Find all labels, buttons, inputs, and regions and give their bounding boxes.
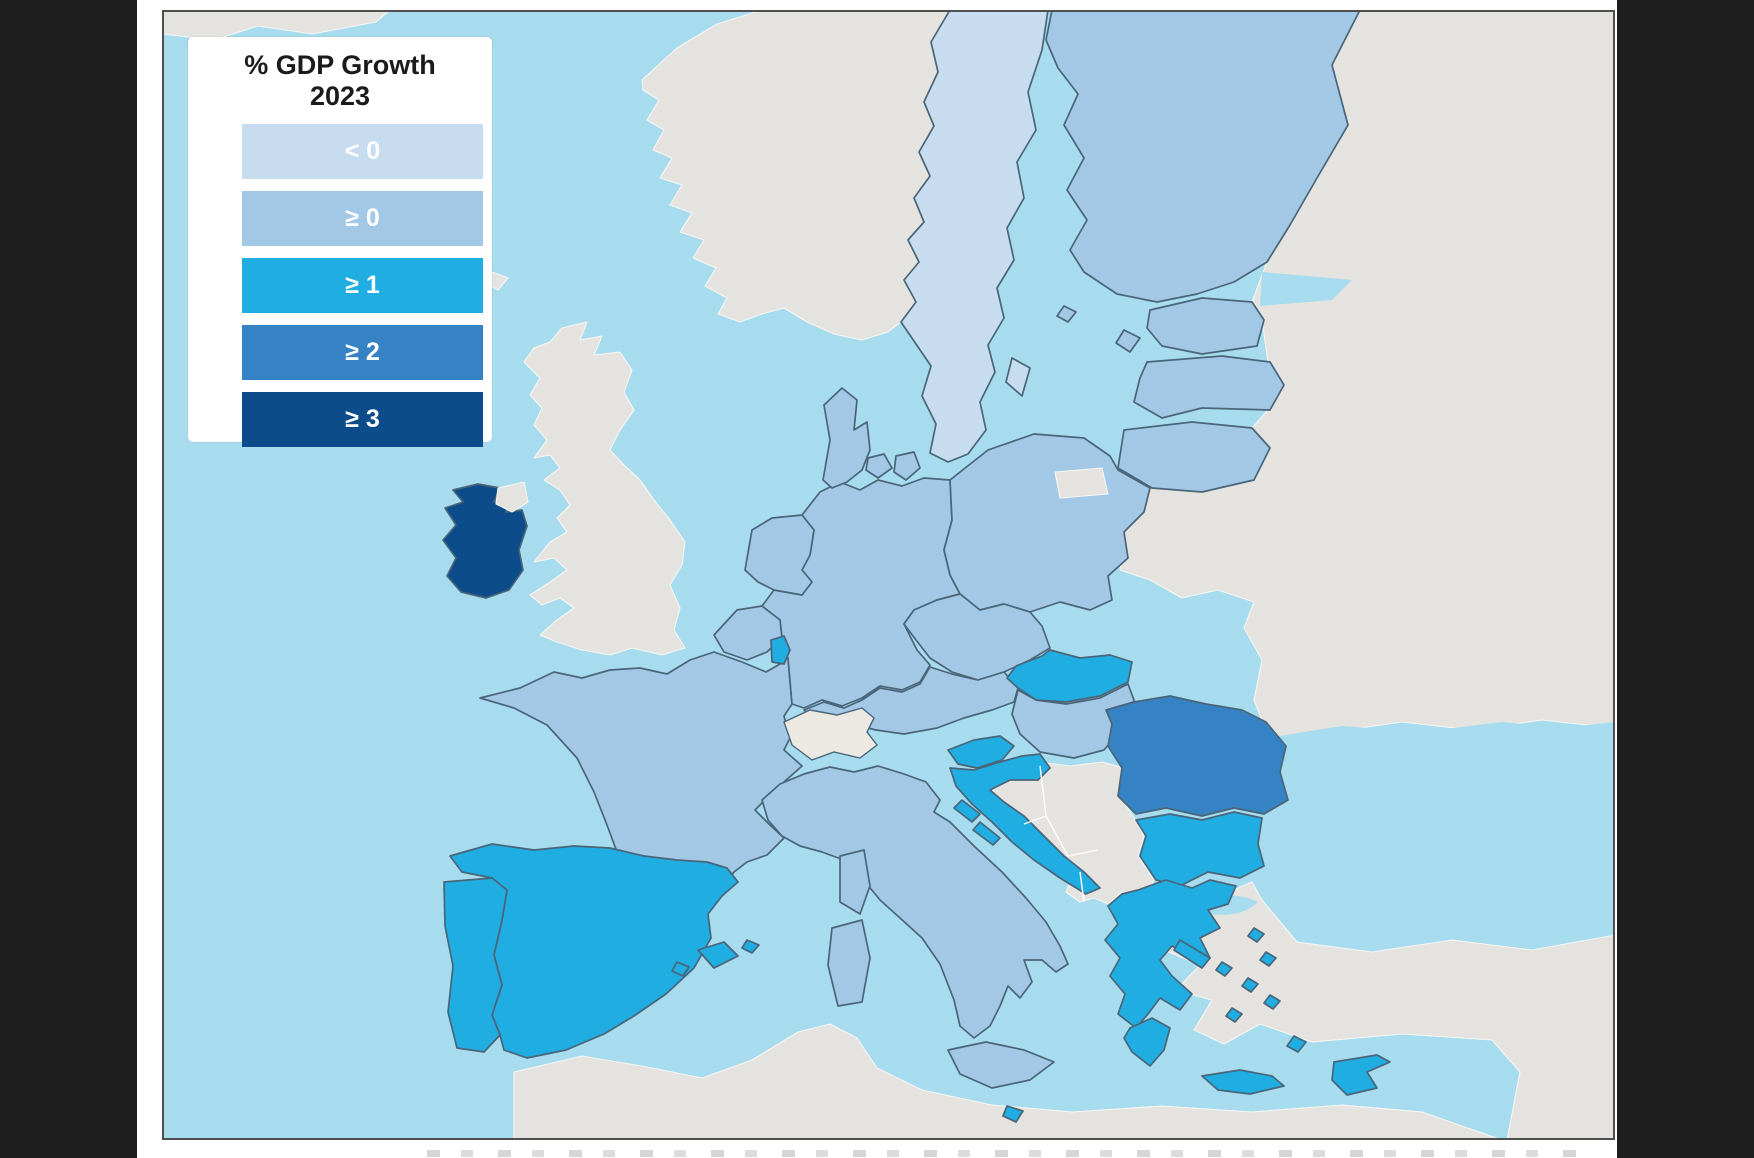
country-cyprus xyxy=(1331,1054,1391,1096)
island-corsica xyxy=(839,849,871,915)
croatia-islands-1 xyxy=(953,799,981,823)
country-romania xyxy=(1105,695,1289,817)
country-portugal xyxy=(443,877,508,1053)
country-greece-peloponnese xyxy=(1123,1017,1171,1067)
country-netherlands xyxy=(744,514,815,596)
country-estonia xyxy=(1146,297,1265,355)
island-crete xyxy=(1201,1069,1285,1095)
legend-swatch-lt0: < 0 xyxy=(242,124,483,179)
balkan-border-3 xyxy=(1067,849,1099,857)
left-black-band xyxy=(0,0,137,1158)
legend-label-ge0: ≥ 0 xyxy=(345,204,380,232)
country-malta xyxy=(1002,1105,1024,1123)
legend-label-lt0: < 0 xyxy=(344,137,381,165)
balkan-border-2 xyxy=(1023,815,1047,825)
region-northern-ireland xyxy=(495,481,529,513)
country-denmark-funen xyxy=(865,453,893,479)
country-slovakia xyxy=(1006,649,1133,703)
bottom-cutoff-text-marks xyxy=(427,1150,1597,1157)
aegean-island-6 xyxy=(1225,1007,1243,1023)
legend-swatch-ge3: ≥ 3 xyxy=(242,392,483,447)
region-united-kingdom xyxy=(523,321,686,656)
country-slovenia xyxy=(947,735,1015,769)
balkan-border-4 xyxy=(1079,871,1085,903)
right-black-band xyxy=(1617,0,1754,1158)
country-lithuania xyxy=(1117,421,1271,493)
legend-label-ge1: ≥ 1 xyxy=(345,271,380,299)
island-sicily xyxy=(947,1041,1055,1089)
country-sweden-gotland xyxy=(1005,357,1031,397)
island-euboea xyxy=(1173,939,1211,969)
aegean-island-4 xyxy=(1241,977,1259,993)
gulf-of-finland xyxy=(1260,272,1352,306)
country-luxembourg xyxy=(770,635,791,665)
country-sweden xyxy=(900,10,1049,463)
legend-swatch-ge2: ≥ 2 xyxy=(242,325,483,380)
map-frame-border xyxy=(162,10,1615,1140)
europe-choropleth-map: % GDP Growth 2023 < 0 ≥ 0 ≥ 1 ≥ 2 ≥ 3 xyxy=(162,10,1615,1140)
aegean-island-2 xyxy=(1247,927,1265,943)
country-denmark xyxy=(822,387,871,489)
country-finland xyxy=(1045,10,1361,303)
legend-swatch-ge1: ≥ 1 xyxy=(242,258,483,313)
aegean-island-5 xyxy=(1263,994,1281,1010)
aegean-island-1 xyxy=(1215,961,1233,977)
region-kaliningrad xyxy=(1054,467,1109,499)
country-estonia-saaremaa xyxy=(1115,329,1141,353)
country-czechia xyxy=(903,593,1051,681)
island-rhodes xyxy=(1286,1035,1307,1053)
country-latvia xyxy=(1133,355,1285,419)
legend-label-ge2: ≥ 2 xyxy=(345,338,380,366)
legend-box: % GDP Growth 2023 < 0 ≥ 0 ≥ 1 ≥ 2 ≥ 3 xyxy=(188,37,492,447)
document-page: % GDP Growth 2023 < 0 ≥ 0 ≥ 1 ≥ 2 ≥ 3 xyxy=(137,0,1617,1158)
region-switzerland xyxy=(783,707,878,761)
map-svg xyxy=(162,10,1615,1140)
country-finland-aland xyxy=(1056,305,1077,323)
region-north-africa xyxy=(513,1023,1503,1140)
legend-swatch-ge0: ≥ 0 xyxy=(242,191,483,246)
country-denmark-zealand xyxy=(893,451,921,481)
legend-title: % GDP Growth 2023 xyxy=(188,37,492,112)
legend-label-ge3: ≥ 3 xyxy=(345,405,380,433)
island-ibiza xyxy=(671,961,690,977)
country-greece xyxy=(1104,879,1237,1029)
croatia-islands-2 xyxy=(972,821,1001,846)
aegean-island-3 xyxy=(1259,951,1277,967)
legend-title-line2: 2023 xyxy=(309,81,371,111)
island-menorca xyxy=(741,939,760,954)
country-bulgaria xyxy=(1135,811,1265,887)
legend-title-line1: % GDP Growth xyxy=(244,50,436,80)
black-sea xyxy=(1250,722,1615,950)
island-mallorca xyxy=(697,941,739,969)
island-sardinia xyxy=(827,919,871,1007)
